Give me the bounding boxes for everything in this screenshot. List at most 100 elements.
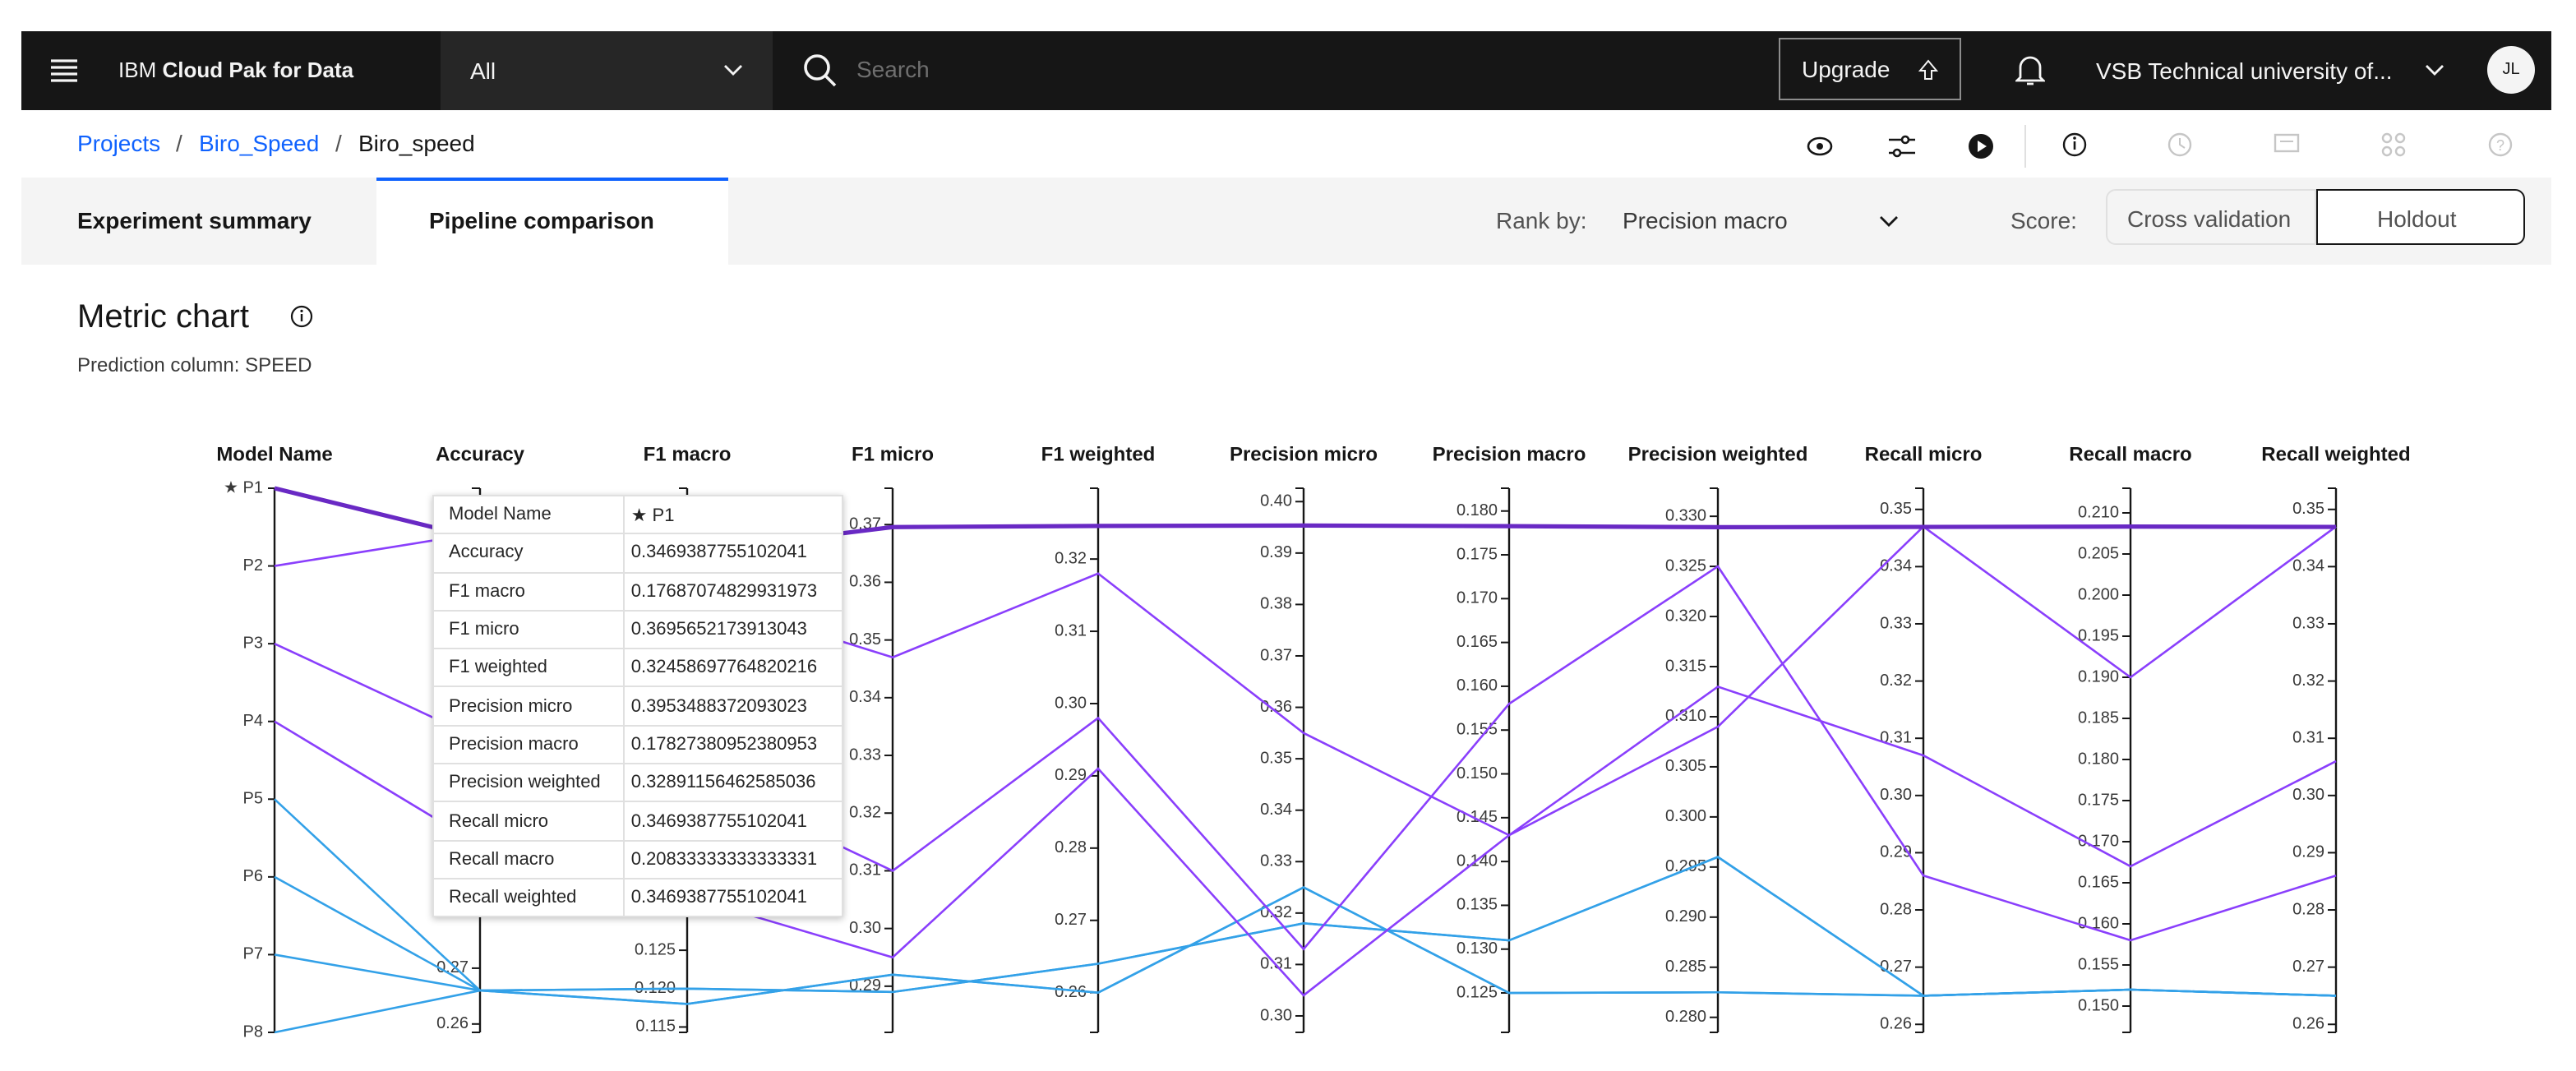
tick-label: 0.30 (1055, 694, 1087, 712)
scope-dropdown[interactable]: All (441, 31, 773, 110)
tick-label: 0.315 (1665, 657, 1706, 675)
tab[interactable]: Experiment summary (77, 207, 312, 233)
comments-icon[interactable] (2274, 133, 2300, 153)
search-placeholder[interactable]: Search (856, 56, 930, 82)
run-icon[interactable] (1969, 134, 1993, 159)
tick-label: 0.180 (1457, 501, 1498, 519)
score-option[interactable]: Cross validation (2106, 189, 2316, 245)
breadcrumb-current: Biro_speed (358, 130, 475, 156)
tooltip-key: F1 micro (432, 609, 625, 650)
tooltip-value: 0.32891156462585036 (622, 763, 844, 803)
tooltip-key: Precision micro (432, 686, 625, 727)
category-label: P4 (243, 712, 263, 730)
tooltip-value: 0.3469387755102041 (622, 533, 844, 574)
tick-label: 0.305 (1665, 757, 1706, 775)
tooltip-value: 0.3953488372093023 (622, 686, 844, 727)
tooltip-key: F1 weighted (432, 648, 625, 688)
history-icon[interactable] (2167, 132, 2192, 157)
tick-label: 0.35 (1880, 500, 1912, 518)
pipeline-line (479, 685, 2337, 997)
notification-icon[interactable] (2015, 53, 2045, 89)
search-icon[interactable] (802, 53, 838, 89)
tick-label: 0.150 (2078, 996, 2119, 1014)
tooltip-row: F1 macro 0.17687074829931973 (432, 571, 844, 612)
settings-icon[interactable] (1889, 135, 1915, 158)
tab-active[interactable]: Pipeline comparison (376, 178, 728, 265)
tick-label: 0.155 (1457, 721, 1498, 739)
tick-label: 0.32 (1880, 672, 1912, 690)
tick-label: 0.155 (2078, 955, 2119, 973)
breadcrumb-link[interactable]: Biro_Speed (199, 130, 320, 156)
tick-label: 0.165 (1457, 633, 1498, 651)
rank-dropdown[interactable]: Precision macro (1603, 191, 1932, 253)
tooltip-value: ★ P1 (622, 494, 844, 535)
rank-label: Rank by: (1496, 207, 1587, 233)
tick-label: 0.210 (2078, 503, 2119, 521)
score-option-selected[interactable]: Holdout (2316, 189, 2525, 245)
tick-label: 0.26 (436, 1014, 469, 1032)
tick-label: 0.30 (1880, 786, 1912, 804)
tooltip-row: Model Name ★ P1 (432, 494, 844, 535)
tick-label: 0.280 (1665, 1008, 1706, 1026)
tick-label: 0.26 (2292, 1015, 2324, 1033)
tick-label: 0.26 (1880, 1015, 1912, 1033)
tick-label: 0.35 (849, 630, 881, 649)
tick-label: 0.170 (1457, 589, 1498, 607)
tooltip-table: Model Name ★ P1 Accuracy 0.3469387755102041… (432, 494, 844, 918)
axis-title: Recall macro (2069, 443, 2191, 465)
axis-title: F1 weighted (1041, 443, 1156, 465)
top-bar: IBM Cloud Pak for Data All Search Upgrad… (21, 31, 2551, 110)
tab-label: Pipeline comparison (429, 207, 654, 233)
tick-label: 0.205 (2078, 544, 2119, 562)
tick-label: 0.170 (2078, 832, 2119, 850)
upgrade-label: Upgrade (1802, 56, 1890, 82)
tooltip-value: 0.32458697764820216 (622, 648, 844, 688)
model-link (274, 989, 481, 1034)
avatar[interactable]: JL (2487, 46, 2535, 94)
tick-label: 0.285 (1665, 958, 1706, 976)
upgrade-icon (1918, 59, 1938, 80)
tick-label: 0.36 (1260, 698, 1292, 716)
tick-label: 0.34 (1880, 557, 1912, 575)
tick-label: 0.34 (2292, 557, 2324, 575)
tick-label: 0.31 (2292, 728, 2324, 746)
score-label: Score: (2010, 207, 2077, 233)
upgrade-button[interactable]: Upgrade (1779, 38, 1961, 100)
tooltip-value: 0.3695652173913043 (622, 609, 844, 650)
tick-label: 0.34 (849, 688, 881, 706)
breadcrumb-link[interactable]: Projects (77, 130, 161, 156)
section-title: Metric chart (77, 299, 249, 335)
tick-label: 0.39 (1260, 543, 1292, 561)
tick-label: 0.26 (1055, 983, 1087, 1001)
preview-icon[interactable] (1807, 136, 1833, 156)
tick-label: 0.29 (1055, 766, 1087, 784)
category-label: P8 (243, 1023, 263, 1041)
score-option-label: Cross validation (2127, 205, 2292, 232)
info-icon[interactable] (2062, 132, 2087, 157)
brand[interactable]: IBM Cloud Pak for Data (118, 59, 353, 81)
tooltip-key: Precision weighted (432, 763, 625, 803)
tooltip-row: Recall macro 0.20833333333333331 (432, 839, 844, 879)
tooltip-value: 0.20833333333333331 (622, 839, 844, 879)
help-icon[interactable]: ? (2488, 132, 2513, 157)
axis-title: Precision micro (1230, 443, 1378, 465)
category-label: P7 (243, 945, 263, 963)
tick-label: 0.27 (2292, 958, 2324, 976)
score-option-label: Holdout (2377, 205, 2457, 232)
toolbar-icons: ? (1807, 125, 2513, 168)
account-switcher[interactable]: VSB Technical university of... (2070, 31, 2474, 110)
tick-label: 0.125 (635, 940, 676, 958)
info-icon[interactable] (289, 304, 314, 329)
tooltip-key: Precision macro (432, 724, 625, 765)
assets-icon[interactable] (2381, 132, 2406, 157)
tooltip: Model Name ★ P1 Accuracy 0.3469387755102041… (432, 494, 844, 918)
account-name: VSB Technical university of... (2096, 58, 2393, 84)
tooltip-row: F1 micro 0.3695652173913043 (432, 609, 844, 650)
tick-label: 0.300 (1665, 807, 1706, 825)
category-label: P3 (243, 634, 263, 652)
rank-value: Precision macro (1623, 207, 1788, 233)
menu-icon[interactable] (51, 59, 77, 82)
model-link (274, 953, 481, 992)
tick-label: 0.200 (2078, 585, 2119, 603)
